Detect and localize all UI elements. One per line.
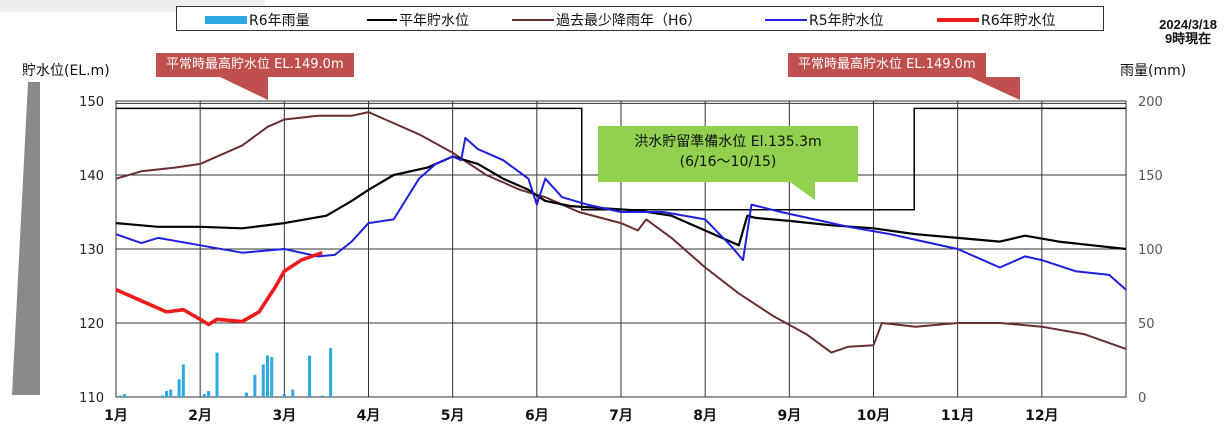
rain-bar-4 [169, 389, 173, 397]
legend-item-avg: 平年貯水位 [367, 10, 469, 30]
x-tick-month-3: 3月 [272, 408, 296, 424]
flood-level-note: 洪水貯留準備水位 El.135.3m (6/16～10/15) [598, 126, 858, 182]
y-tick-130: 130 [79, 243, 104, 258]
x-tick-month-12: 12月 [1025, 408, 1058, 424]
legend-item-rain: R6年雨量 [205, 10, 310, 30]
legend-item-h6: 過去最少降雨年（H6） [512, 10, 701, 30]
rain-bar-18 [320, 395, 324, 397]
y-tick-110: 110 [79, 391, 104, 406]
y-tick-120: 120 [79, 317, 104, 332]
timestamp: 2024/3/18 9時現在 [1159, 18, 1217, 46]
legend-swatch-r6 [937, 18, 979, 22]
x-tick-month-5: 5月 [441, 408, 465, 424]
rain-bar-14 [270, 357, 274, 397]
rain-bar-2 [160, 395, 164, 397]
series-line-2 [115, 137, 1127, 291]
flood-control-level-line [116, 107, 1126, 211]
y-axis-title: 貯水位(EL.m) [22, 63, 110, 79]
y2-axis-title: 雨量(mm) [1120, 63, 1187, 79]
rain-bar-13 [266, 355, 269, 397]
legend: R6年雨量 平年貯水位 過去最少降雨年（H6） R5年貯水位 R6年貯水位 [176, 6, 1104, 31]
x-tick-month-4: 4月 [357, 408, 381, 424]
normal-max-note-right: 平常時最高貯水位 EL.149.0m [788, 53, 986, 77]
y2-tick-200: 200 [1138, 95, 1163, 110]
rain-bar-6 [181, 364, 185, 397]
y2-tick-100: 100 [1138, 243, 1163, 258]
legend-label-r6: R6年貯水位 [981, 13, 1056, 29]
rain-bar-0 [118, 395, 122, 397]
legend-swatch-r5 [765, 19, 807, 21]
y-tick-140: 140 [79, 169, 104, 184]
rain-bars [118, 348, 333, 397]
rain-bar-9 [215, 352, 219, 397]
rain-bar-16 [291, 389, 295, 397]
tick-labels: 110 120 130 140 150 0 50 100 150 200 1月 2月 3月 4月 5月 6月 7… [79, 95, 1163, 424]
x-tick-month-2: 2月 [188, 408, 212, 424]
timestamp-date: 2024/3/18 [1159, 17, 1217, 32]
reference-lines [116, 102, 1126, 211]
callout-pointer-right [970, 77, 1020, 100]
legend-swatch-rain [205, 16, 247, 24]
legend-label-avg: 平年貯水位 [399, 13, 469, 29]
series-line-3 [115, 251, 323, 327]
flood-note-line1: 洪水貯留準備水位 El.135.3m [634, 134, 822, 150]
rain-bar-11 [253, 374, 257, 397]
legend-swatch-avg [367, 19, 397, 21]
legend-label-r5: R5年貯水位 [809, 13, 884, 29]
callout-pointers [220, 77, 1020, 200]
rain-bar-12 [261, 364, 265, 397]
rain-bar-15 [282, 394, 286, 397]
y-tick-150: 150 [79, 95, 104, 110]
rain-bar-10 [244, 392, 248, 397]
series-line-0 [115, 111, 1127, 354]
x-tick-month-10: 10月 [857, 408, 890, 424]
y2-tick-0: 0 [1138, 391, 1146, 406]
gauge-wedge-shape [12, 82, 40, 395]
x-tick-month-1: 1月 [104, 408, 128, 424]
legend-item-r6: R6年貯水位 [937, 10, 1056, 30]
legend-swatch-h6 [512, 19, 554, 21]
series-lines [115, 111, 1127, 354]
y2-tick-50: 50 [1138, 317, 1155, 332]
rain-bar-19 [329, 348, 333, 397]
rain-bar-3 [165, 391, 168, 397]
callout-pointer-left [220, 77, 268, 100]
legend-label-rain: R6年雨量 [249, 13, 310, 29]
rain-bar-8 [207, 391, 211, 397]
timestamp-time: 9時現在 [1164, 31, 1212, 46]
rain-bar-7 [202, 394, 206, 397]
x-tick-month-6: 6月 [525, 408, 549, 424]
legend-label-h6: 過去最少降雨年（H6） [556, 13, 702, 29]
x-tick-month-9: 9月 [777, 408, 801, 424]
x-tick-month-7: 7月 [609, 408, 633, 424]
legend-item-r5: R5年貯水位 [765, 10, 884, 30]
rain-bar-5 [177, 379, 181, 397]
rain-bar-1 [122, 394, 126, 397]
y2-tick-150: 150 [1138, 169, 1163, 184]
flood-note-line2: (6/16～10/15) [679, 154, 777, 170]
normal-max-note-left: 平常時最高貯水位 EL.149.0m [156, 53, 354, 77]
x-tick-month-8: 8月 [693, 408, 717, 424]
x-tick-month-11: 11月 [941, 408, 974, 424]
callout-pointer-flood [790, 182, 815, 200]
rain-bar-17 [308, 355, 312, 397]
gauge-wedge [12, 82, 40, 395]
